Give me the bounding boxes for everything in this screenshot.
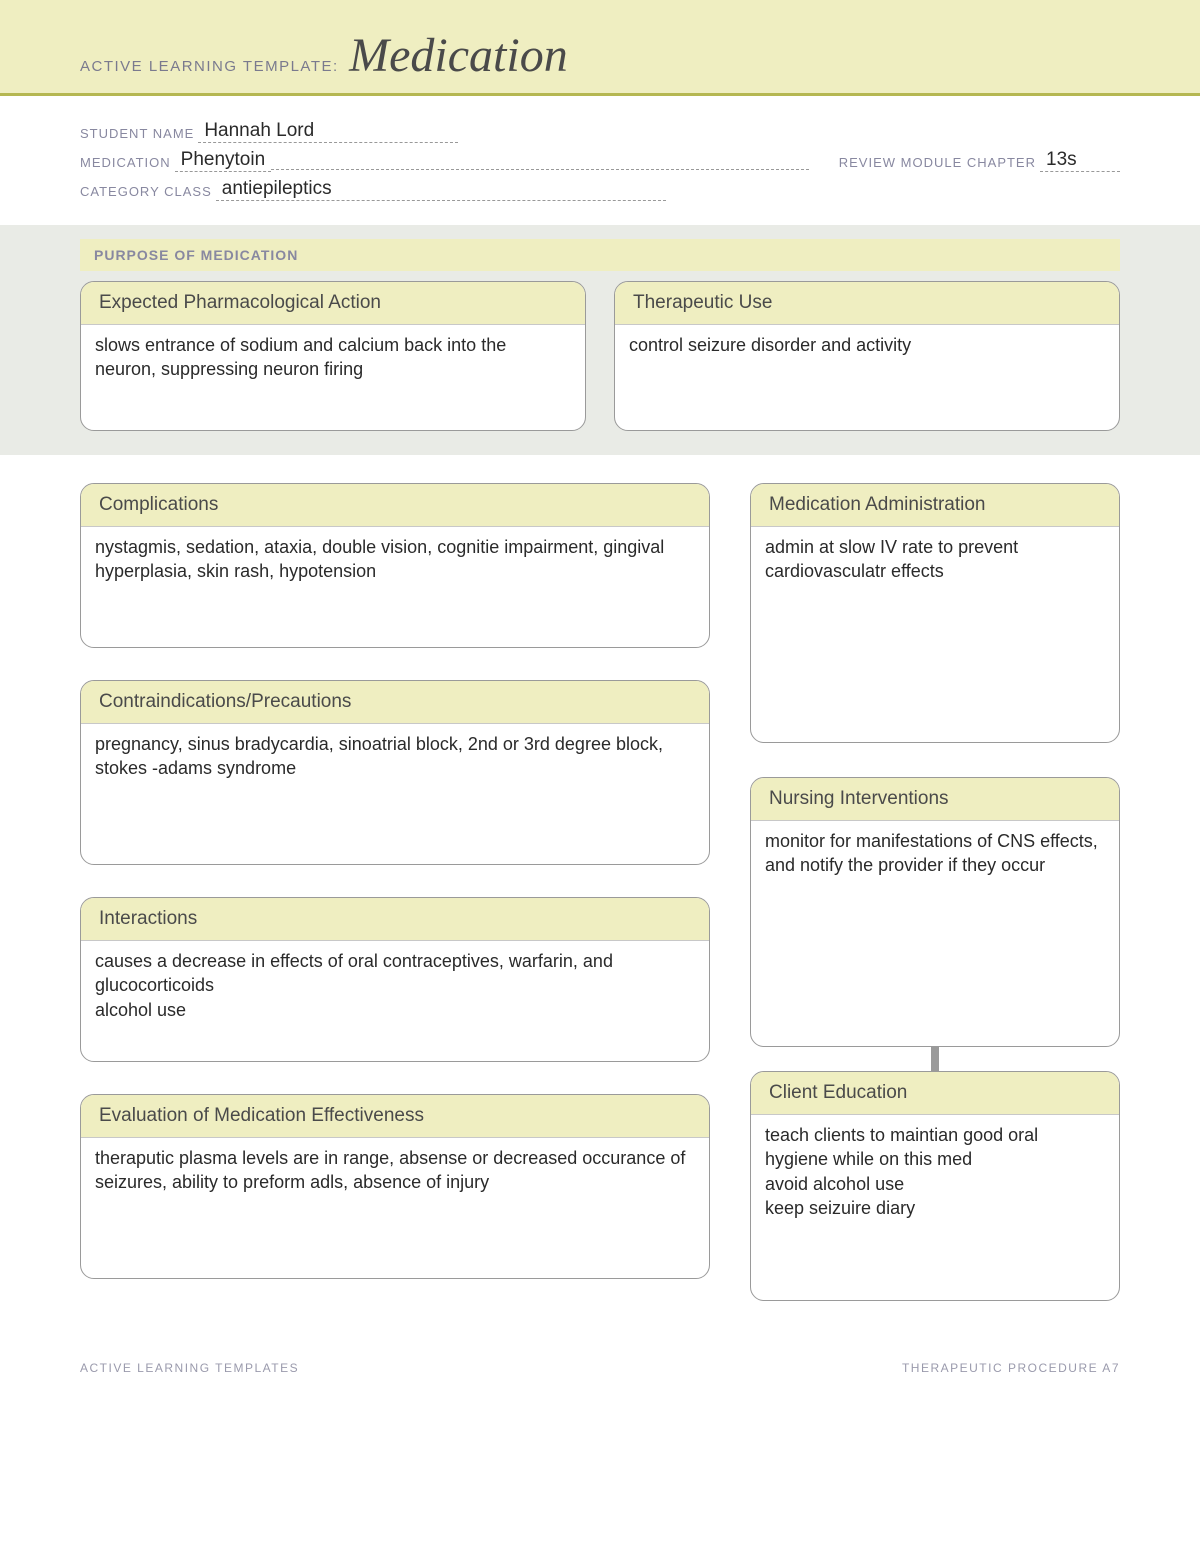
complications-title: Complications [81, 484, 709, 527]
connector-line [931, 1047, 939, 1071]
header-band: ACTIVE LEARNING TEMPLATE: Medication [0, 0, 1200, 96]
therapeutic-box: Therapeutic Use control seizure disorder… [614, 281, 1120, 431]
pharmacological-body: slows entrance of sodium and calcium bac… [81, 325, 585, 430]
administration-box: Medication Administration admin at slow … [750, 483, 1120, 743]
footer: ACTIVE LEARNING TEMPLATES THERAPEUTIC PR… [0, 1321, 1200, 1405]
medication-label: MEDICATION [80, 155, 171, 172]
main-grid: Complications nystagmis, sedation, ataxi… [0, 455, 1200, 1321]
evaluation-title: Evaluation of Medication Effectiveness [81, 1095, 709, 1138]
evaluation-box: Evaluation of Medication Effectiveness t… [80, 1094, 710, 1279]
footer-right: THERAPEUTIC PROCEDURE A7 [902, 1361, 1120, 1375]
pharmacological-title: Expected Pharmacological Action [81, 282, 585, 325]
right-column: Medication Administration admin at slow … [750, 483, 1120, 1301]
category-label: CATEGORY CLASS [80, 184, 212, 201]
medication-value: Phenytoin [175, 149, 272, 172]
header-prefix: ACTIVE LEARNING TEMPLATE: [80, 58, 339, 75]
footer-left: ACTIVE LEARNING TEMPLATES [80, 1361, 299, 1375]
complications-body: nystagmis, sedation, ataxia, double visi… [81, 527, 709, 647]
contraindications-body: pregnancy, sinus bradycardia, sinoatrial… [81, 724, 709, 864]
education-body: teach clients to maintian good oral hygi… [751, 1115, 1119, 1300]
header-title: Medication [349, 29, 568, 82]
pharmacological-box: Expected Pharmacological Action slows en… [80, 281, 586, 431]
purpose-section: PURPOSE OF MEDICATION Expected Pharmacol… [0, 225, 1200, 455]
chapter-label: REVIEW MODULE CHAPTER [839, 155, 1036, 172]
left-column: Complications nystagmis, sedation, ataxi… [80, 483, 710, 1301]
contraindications-title: Contraindications/Precautions [81, 681, 709, 724]
purpose-section-label: PURPOSE OF MEDICATION [80, 239, 1120, 271]
contraindications-box: Contraindications/Precautions pregnancy,… [80, 680, 710, 865]
category-value: antiepileptics [216, 178, 666, 201]
interactions-title: Interactions [81, 898, 709, 941]
student-name-value: Hannah Lord [198, 120, 458, 143]
education-box: Client Education teach clients to mainti… [750, 1071, 1120, 1301]
therapeutic-title: Therapeutic Use [615, 282, 1119, 325]
nursing-title: Nursing Interventions [751, 778, 1119, 821]
info-block: STUDENT NAME Hannah Lord MEDICATION Phen… [0, 96, 1200, 225]
administration-title: Medication Administration [751, 484, 1119, 527]
evaluation-body: theraputic plasma levels are in range, a… [81, 1138, 709, 1278]
complications-box: Complications nystagmis, sedation, ataxi… [80, 483, 710, 648]
chapter-value: 13s [1040, 149, 1120, 172]
administration-body: admin at slow IV rate to prevent cardiov… [751, 527, 1119, 742]
nursing-box: Nursing Interventions monitor for manife… [750, 777, 1120, 1047]
education-title: Client Education [751, 1072, 1119, 1115]
interactions-box: Interactions causes a decrease in effect… [80, 897, 710, 1062]
interactions-body: causes a decrease in effects of oral con… [81, 941, 709, 1061]
fill-line [271, 169, 809, 170]
student-name-label: STUDENT NAME [80, 126, 194, 143]
therapeutic-body: control seizure disorder and activity [615, 325, 1119, 430]
nursing-body: monitor for manifestations of CNS effect… [751, 821, 1119, 1046]
